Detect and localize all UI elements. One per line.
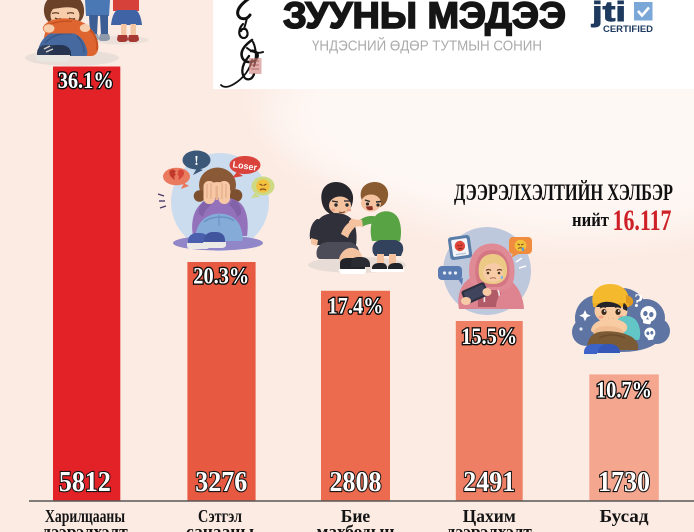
svg-text:17.4%: 17.4%: [328, 294, 384, 320]
svg-text:2491: 2491: [463, 466, 515, 498]
svg-text:махбодын: махбодын: [317, 522, 395, 532]
svg-text:Loser: Loser: [232, 159, 258, 172]
svg-text:jti: jti: [591, 0, 626, 27]
svg-text:дээрэлхэлт: дээрэлхэлт: [447, 522, 533, 532]
svg-text:2808: 2808: [330, 466, 382, 498]
svg-text:?: ?: [631, 290, 645, 313]
svg-text:Цахим: Цахим: [463, 506, 516, 526]
svg-text:36.1%: 36.1%: [58, 68, 114, 94]
svg-text:дээрэлхэлт: дээрэлхэлт: [42, 522, 128, 532]
svg-text:ЗУУНЫ МЭДЭЭ: ЗУУНЫ МЭДЭЭ: [283, 0, 566, 36]
svg-text:ДЭЭРЭЛХЭЛТИЙН ХЭЛБЭР: ДЭЭРЭЛХЭЛТИЙН ХЭЛБЭР: [454, 180, 673, 205]
svg-text:Бие: Бие: [341, 506, 371, 526]
svg-text:16.117: 16.117: [613, 204, 672, 237]
svg-text:3276: 3276: [195, 466, 247, 498]
svg-text:санааны: санааны: [186, 522, 254, 532]
svg-text:!: !: [194, 154, 199, 169]
svg-text:Харилцааны: Харилцааны: [45, 506, 125, 526]
svg-text:1730: 1730: [598, 466, 650, 498]
svg-text:Сэтгэл: Сэтгэл: [198, 506, 242, 526]
svg-text:10.7%: 10.7%: [596, 378, 652, 404]
svg-text:нийт: нийт: [572, 210, 610, 231]
svg-text:ҮНДЭСНИЙ ӨДӨР ТУТМЫН СОНИН: ҮНДЭСНИЙ ӨДӨР ТУТМЫН СОНИН: [312, 37, 542, 55]
svg-text:CERTIFIED: CERTIFIED: [603, 24, 653, 35]
svg-text:20.3%: 20.3%: [193, 264, 249, 290]
svg-text:Бусад: Бусад: [600, 506, 649, 526]
svg-text:5812: 5812: [59, 466, 111, 498]
svg-text:15.5%: 15.5%: [461, 324, 517, 350]
